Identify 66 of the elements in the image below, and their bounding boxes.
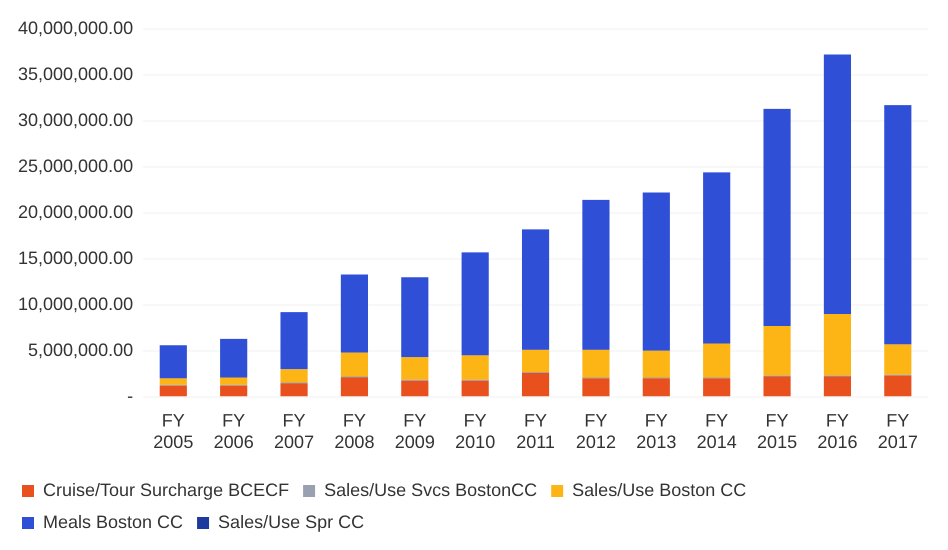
x-tick-label: FY 2017 bbox=[878, 410, 918, 452]
legend-label: Cruise/Tour Surcharge BCECF bbox=[43, 480, 290, 500]
x-tick-label: FY 2013 bbox=[636, 410, 676, 452]
x-tick-label: FY 2011 bbox=[516, 410, 555, 452]
bar bbox=[703, 378, 730, 396]
x-tick-label: FY 2009 bbox=[394, 410, 435, 452]
bar bbox=[340, 377, 368, 396]
bar bbox=[763, 108, 791, 326]
bar bbox=[280, 383, 308, 396]
bar bbox=[703, 172, 730, 344]
y-tick-label: 20,000,000.00 bbox=[18, 202, 134, 222]
x-tick-label: FY 2014 bbox=[696, 410, 737, 452]
bar bbox=[884, 376, 912, 396]
bar bbox=[401, 357, 428, 380]
bar bbox=[462, 252, 489, 356]
bar bbox=[824, 376, 852, 396]
bar bbox=[824, 54, 852, 314]
bar bbox=[160, 386, 187, 396]
legend-label: Sales/Use Boston CC bbox=[572, 480, 746, 500]
x-tick-label: FY 2015 bbox=[757, 410, 798, 452]
bar bbox=[824, 314, 852, 376]
x-tick-label: FY 2012 bbox=[576, 410, 616, 452]
bar bbox=[522, 229, 550, 350]
bar bbox=[340, 352, 368, 377]
bar bbox=[642, 350, 670, 378]
x-tick-label: FY 2016 bbox=[817, 410, 858, 452]
y-tick-label: 5,000,000.00 bbox=[28, 340, 134, 360]
y-tick-label: 35,000,000.00 bbox=[18, 64, 134, 84]
y-tick-label: 40,000,000.00 bbox=[18, 18, 134, 38]
bar bbox=[582, 350, 610, 378]
bar bbox=[582, 378, 610, 396]
legend-label: Meals Boston CC bbox=[43, 512, 184, 532]
bar bbox=[763, 326, 791, 376]
bar bbox=[340, 274, 368, 353]
bar bbox=[220, 338, 248, 378]
bar bbox=[582, 200, 610, 350]
bar bbox=[642, 192, 670, 351]
bar bbox=[884, 344, 912, 375]
y-tick-label: 10,000,000.00 bbox=[18, 294, 134, 314]
bar bbox=[220, 386, 248, 396]
y-tick-label: 30,000,000.00 bbox=[18, 110, 134, 130]
bar bbox=[160, 345, 187, 378]
x-tick-label: FY 2005 bbox=[153, 410, 194, 452]
x-tick-label: FY 2008 bbox=[334, 410, 374, 452]
bar bbox=[280, 312, 308, 370]
bar bbox=[642, 378, 670, 396]
bar bbox=[220, 377, 248, 385]
bar bbox=[522, 350, 550, 372]
bar bbox=[703, 343, 730, 378]
bar bbox=[462, 380, 489, 396]
x-tick-label: FY 2007 bbox=[274, 410, 314, 452]
y-tick-label: 25,000,000.00 bbox=[18, 156, 134, 176]
y-tick-label: - bbox=[127, 386, 134, 406]
bar bbox=[462, 355, 489, 380]
legend-label: Sales/Use Svcs BostonCC bbox=[324, 480, 538, 500]
y-tick-label: 15,000,000.00 bbox=[18, 248, 134, 268]
bar bbox=[522, 372, 550, 396]
bar bbox=[401, 380, 428, 396]
bar bbox=[401, 277, 428, 358]
bar bbox=[763, 376, 791, 396]
bar bbox=[884, 105, 912, 344]
bar bbox=[160, 378, 187, 385]
bar bbox=[280, 369, 308, 383]
legend-label: Sales/Use Spr CC bbox=[218, 512, 364, 532]
x-tick-label: FY 2006 bbox=[214, 410, 254, 452]
x-tick-label: FY 2010 bbox=[455, 410, 496, 452]
